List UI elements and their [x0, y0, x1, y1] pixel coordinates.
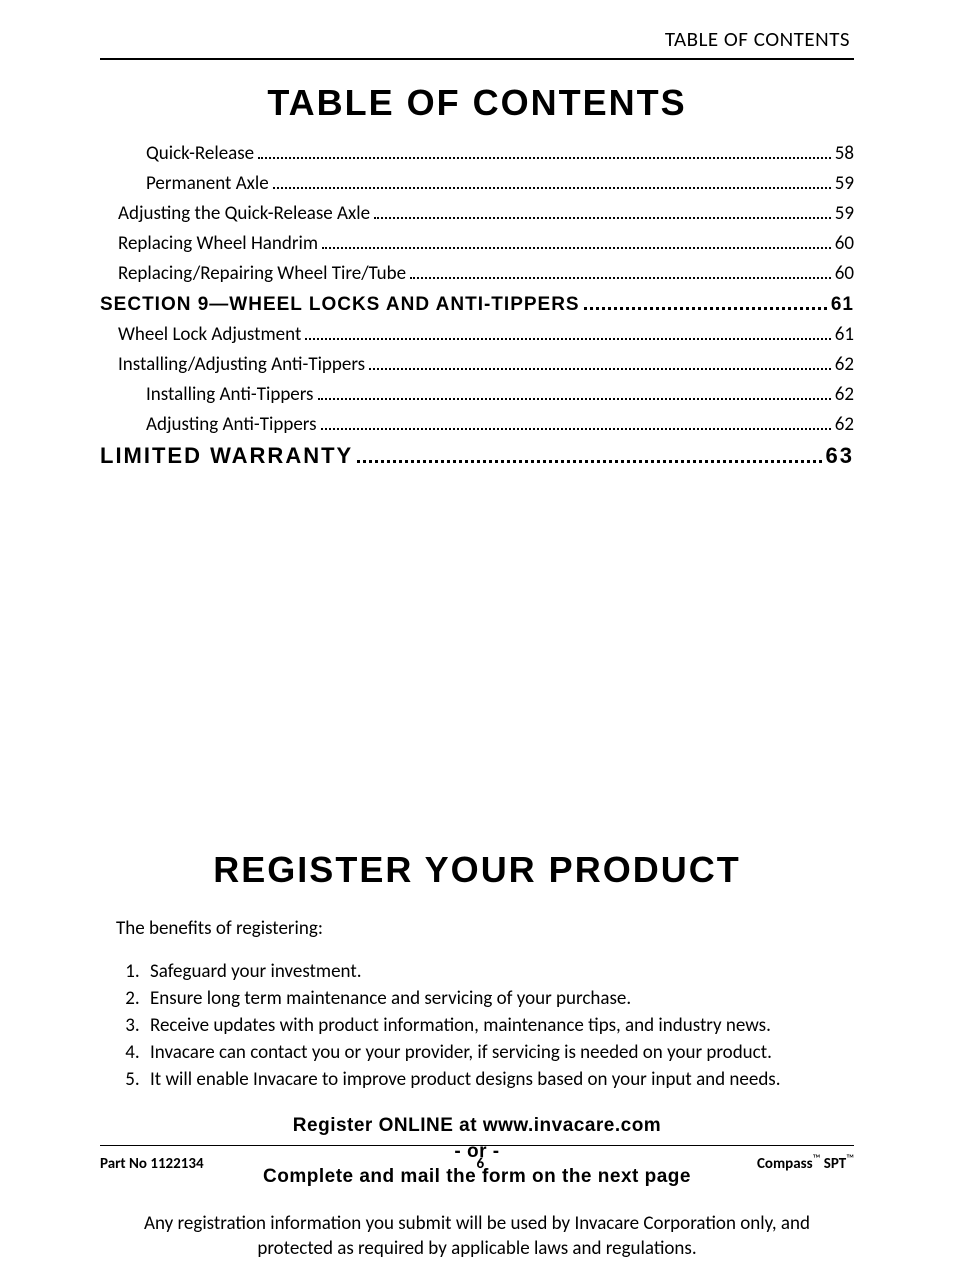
toc-entry-label: Installing Anti-Tippers [146, 383, 314, 406]
benefit-item: Receive updates with product information… [144, 1014, 854, 1037]
toc-leader-dots [322, 232, 831, 249]
toc-entry-label: Installing/Adjusting Anti-Tippers [118, 353, 365, 376]
toc-entry-page: 59 [835, 202, 854, 225]
toc-entry: Replacing/Repairing Wheel Tire/Tube 60 [100, 262, 854, 285]
toc-entry-page: 61 [835, 323, 854, 346]
toc-entry-label: Adjusting the Quick-Release Axle [118, 202, 370, 225]
register-section: REGISTER YOUR PRODUCT The benefits of re… [100, 849, 854, 1261]
cta-line-1: Register ONLINE at www.invacare.com [100, 1113, 854, 1139]
toc-entry: SECTION 9—WHEEL LOCKS AND ANTI-TIPPERS 6… [100, 292, 854, 315]
toc-leader-dots [584, 292, 827, 309]
toc-entry-page: 63 [826, 443, 854, 469]
toc-entry-label: Adjusting Anti-Tippers [146, 413, 317, 436]
footer-rule [100, 1145, 854, 1146]
footer-brand: Compass [757, 1155, 813, 1173]
toc-entry: Replacing Wheel Handrim 60 [100, 232, 854, 255]
toc-entry: Permanent Axle 59 [100, 172, 854, 195]
benefits-intro: The benefits of registering: [116, 917, 854, 940]
benefits-list: Safeguard your investment. Ensure long te… [120, 960, 854, 1091]
toc-entry: Adjusting Anti-Tippers 62 [100, 413, 854, 436]
benefit-item: Safeguard your investment. [144, 960, 854, 983]
toc-leader-dots [369, 353, 831, 370]
toc-leader-dots [410, 262, 831, 279]
benefit-item: It will enable Invacare to improve produ… [144, 1068, 854, 1091]
toc-entry-label: Wheel Lock Adjustment [118, 323, 301, 346]
toc-entry-label: Quick-Release [146, 142, 254, 165]
toc-entry-page: 60 [835, 232, 854, 255]
toc-entry-page: 61 [831, 294, 854, 316]
toc-leader-dots [273, 172, 831, 189]
benefit-item: Ensure long term maintenance and servici… [144, 987, 854, 1010]
toc-leader-dots [318, 383, 831, 400]
toc-entry-page: 62 [835, 383, 854, 406]
toc-entry: Quick-Release 58 [100, 142, 854, 165]
toc-entry-label: Replacing/Repairing Wheel Tire/Tube [118, 262, 406, 285]
header-rule [100, 58, 854, 60]
toc-entry: Wheel Lock Adjustment 61 [100, 323, 854, 346]
register-title: REGISTER YOUR PRODUCT [100, 849, 854, 891]
toc-entry-page: 59 [835, 172, 854, 195]
toc-leader-dots [258, 142, 831, 159]
toc-entry-label: Permanent Axle [146, 172, 269, 195]
toc-entry-page: 62 [835, 413, 854, 436]
register-disclaimer: Any registration information you submit … [100, 1212, 854, 1261]
toc-entry: LIMITED WARRANTY 63 [100, 443, 854, 469]
toc-title: TABLE OF CONTENTS [100, 82, 854, 124]
footer-page-number: 6 [476, 1155, 484, 1173]
toc-leader-dots [374, 202, 831, 219]
footer-right: Compass™ SPT™ [757, 1152, 854, 1173]
toc-leader-dots [321, 413, 831, 430]
table-of-contents: Quick-Release58Permanent Axle59Adjusting… [100, 142, 854, 469]
toc-entry-page: 62 [835, 353, 854, 376]
toc-entry: Installing Anti-Tippers 62 [100, 383, 854, 406]
footer-left: Part No 1122134 [100, 1155, 204, 1173]
toc-entry: Installing/Adjusting Anti-Tippers 62 [100, 353, 854, 376]
running-header: TABLE OF CONTENTS [100, 26, 854, 52]
toc-entry-page: 58 [835, 142, 854, 165]
toc-entry-label: SECTION 9—WHEEL LOCKS AND ANTI-TIPPERS [100, 294, 580, 316]
tm-icon: ™ [846, 1152, 854, 1165]
benefit-item: Invacare can contact you or your provide… [144, 1041, 854, 1064]
toc-entry-label: Replacing Wheel Handrim [118, 232, 318, 255]
toc-entry: Adjusting the Quick-Release Axle 59 [100, 202, 854, 225]
footer-model: SPT [820, 1155, 846, 1173]
toc-leader-dots [305, 323, 830, 340]
toc-leader-dots [357, 443, 821, 463]
toc-entry-page: 60 [835, 262, 854, 285]
toc-entry-label: LIMITED WARRANTY [100, 443, 353, 469]
page-footer: Part No 1122134 6 Compass™ SPT™ [100, 1145, 854, 1173]
